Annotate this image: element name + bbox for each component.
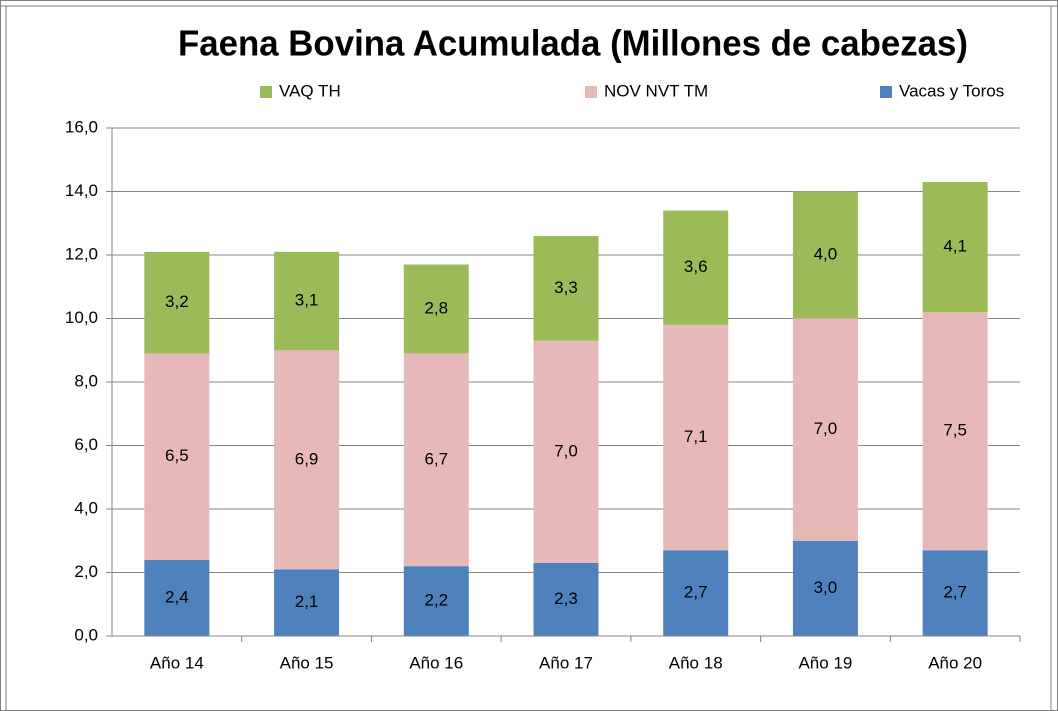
data-label: 2,3 — [554, 589, 578, 608]
bar-segment — [144, 353, 210, 560]
bar-segment — [533, 562, 599, 636]
data-label: 6,9 — [295, 449, 319, 468]
x-tick-label: Año 17 — [539, 653, 593, 672]
data-label: 3,1 — [295, 291, 319, 310]
x-tick-label: Año 18 — [669, 653, 723, 672]
legend-swatch — [585, 86, 597, 98]
data-label: 3,2 — [165, 292, 189, 311]
data-label: 7,0 — [814, 419, 838, 438]
y-tick-label: 12,0 — [65, 244, 98, 263]
bar-segment — [403, 264, 469, 354]
bar-segment — [792, 540, 858, 636]
bar-segment — [792, 318, 858, 541]
bar-segment — [922, 181, 988, 313]
data-label: 2,1 — [295, 592, 319, 611]
data-label: 6,7 — [424, 449, 448, 468]
chart-title: Faena Bovina Acumulada (Millones de cabe… — [178, 23, 968, 64]
y-tick-label: 2,0 — [74, 562, 98, 581]
data-label: 4,1 — [943, 237, 967, 256]
bar-segment — [274, 251, 340, 351]
data-label: 7,5 — [943, 421, 967, 440]
bar-segment — [922, 312, 988, 551]
bar-segment — [144, 559, 210, 636]
x-tick-label: Año 20 — [928, 653, 982, 672]
data-label: 2,7 — [684, 583, 708, 602]
bar-segment — [663, 550, 729, 636]
bar-segment — [792, 191, 858, 319]
legend-label: VAQ TH — [279, 81, 341, 100]
data-label: 2,4 — [165, 587, 189, 606]
data-label: 7,0 — [554, 441, 578, 460]
data-label: 7,1 — [684, 427, 708, 446]
x-tick-label: Año 16 — [409, 653, 463, 672]
bar-segment — [663, 324, 729, 551]
bar-segment — [403, 353, 469, 567]
data-label: 3,6 — [684, 257, 708, 276]
bar-segment — [922, 550, 988, 636]
legend-swatch — [880, 86, 892, 98]
x-tick-label: Año 19 — [798, 653, 852, 672]
legend-label: Vacas y Toros — [899, 81, 1004, 100]
x-tick-label: Año 14 — [150, 653, 204, 672]
y-tick-label: 6,0 — [74, 435, 98, 454]
data-label: 4,0 — [814, 244, 838, 263]
y-tick-label: 14,0 — [65, 181, 98, 200]
bar-segment — [144, 251, 210, 354]
data-label: 6,5 — [165, 446, 189, 465]
bar-segment — [274, 569, 340, 636]
bar-segment — [533, 340, 599, 563]
y-tick-label: 10,0 — [65, 308, 98, 327]
y-tick-label: 16,0 — [65, 117, 98, 136]
bar-segment — [274, 350, 340, 570]
data-label: 2,7 — [943, 583, 967, 602]
legend-swatch — [260, 86, 272, 98]
data-label: 3,0 — [814, 578, 838, 597]
legend-label: NOV NVT TM — [604, 81, 708, 100]
x-tick-label: Año 15 — [280, 653, 334, 672]
data-label: 3,3 — [554, 278, 578, 297]
data-label: 2,2 — [424, 591, 448, 610]
y-tick-label: 4,0 — [74, 498, 98, 517]
y-tick-label: 0,0 — [74, 625, 98, 644]
bar-segment — [533, 235, 599, 341]
bar-segment — [403, 566, 469, 636]
bar-segment — [663, 210, 729, 325]
data-label: 2,8 — [424, 298, 448, 317]
y-tick-label: 8,0 — [74, 371, 98, 390]
